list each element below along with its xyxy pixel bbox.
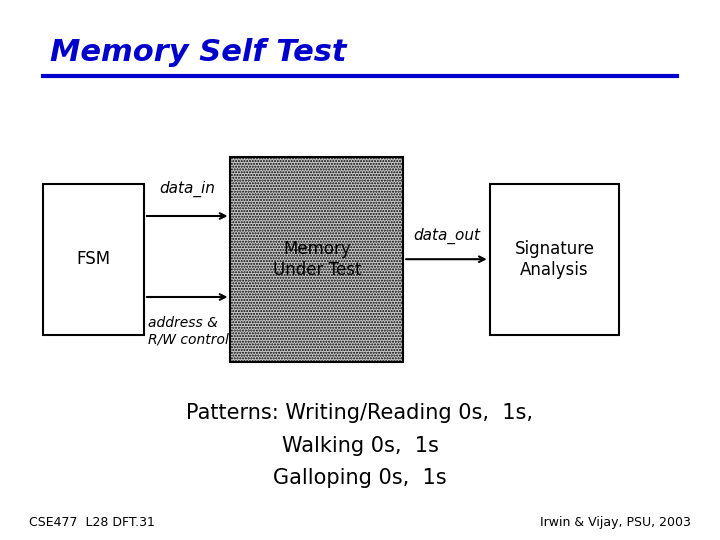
Bar bbox=[490, 184, 619, 335]
Text: CSE477  L28 DFT.31: CSE477 L28 DFT.31 bbox=[29, 516, 155, 529]
Text: Memory
Under Test: Memory Under Test bbox=[273, 240, 361, 279]
Text: FSM: FSM bbox=[76, 250, 111, 268]
Bar bbox=[230, 157, 403, 362]
Text: Patterns: Writing/Reading 0s,  1s,: Patterns: Writing/Reading 0s, 1s, bbox=[186, 403, 534, 423]
Text: Walking 0s,  1s: Walking 0s, 1s bbox=[282, 435, 438, 456]
Text: Irwin & Vijay, PSU, 2003: Irwin & Vijay, PSU, 2003 bbox=[540, 516, 691, 529]
Text: address &
R/W control: address & R/W control bbox=[148, 316, 228, 346]
Text: data_out: data_out bbox=[413, 228, 480, 244]
Text: Memory Self Test: Memory Self Test bbox=[50, 38, 347, 67]
Text: Signature
Analysis: Signature Analysis bbox=[514, 240, 595, 279]
Text: data_in: data_in bbox=[159, 181, 215, 197]
Text: Galloping 0s,  1s: Galloping 0s, 1s bbox=[273, 468, 447, 488]
Bar bbox=[43, 184, 144, 335]
